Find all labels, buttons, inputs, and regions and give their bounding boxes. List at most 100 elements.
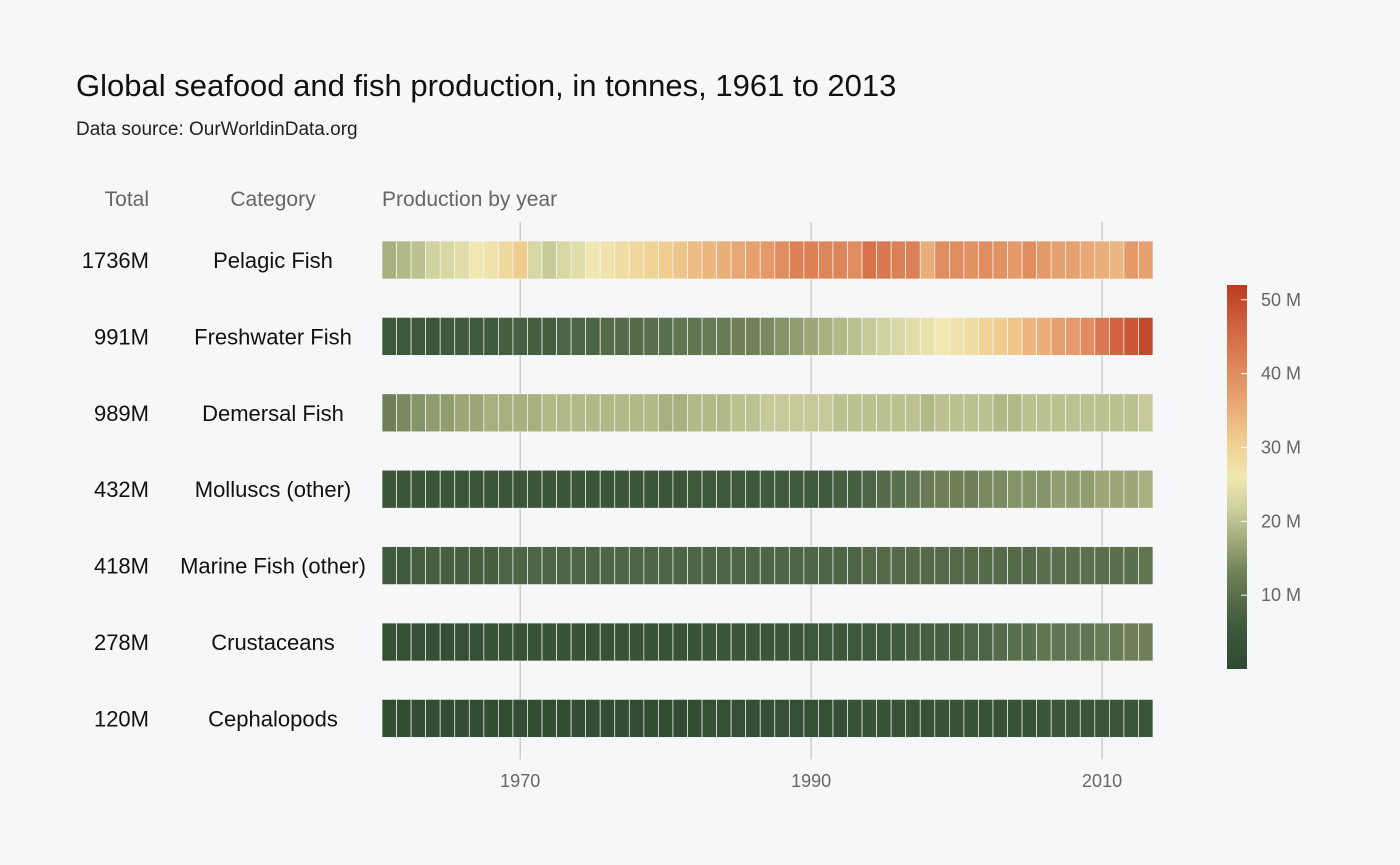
heatmap-cell (643, 469, 659, 509)
heatmap-cell (1094, 393, 1110, 433)
heatmap-cell (832, 546, 848, 585)
heatmap-cell (527, 393, 543, 433)
heatmap-cell (1109, 622, 1125, 662)
heatmap-cell (1050, 699, 1067, 738)
heatmap-cell (614, 546, 630, 585)
heatmap-cell (759, 317, 776, 356)
heatmap-cell (570, 469, 587, 509)
header-category: Category (230, 188, 316, 211)
heatmap-cell (716, 469, 732, 509)
heatmap-cell (919, 699, 936, 738)
heatmap-cell (948, 469, 965, 509)
heatmap-cell (1094, 699, 1110, 738)
heatmap-cell (541, 622, 557, 662)
heatmap-cell (1065, 622, 1081, 662)
heatmap-cell (512, 699, 528, 738)
heatmap-cell (454, 317, 470, 356)
colorbar-tick-label: 30 M (1261, 437, 1301, 457)
heatmap-cell (454, 393, 470, 433)
heatmap-cell (585, 317, 601, 356)
heatmap-cell (527, 622, 543, 662)
heatmap-cell (468, 240, 485, 280)
heatmap-cell (847, 622, 863, 662)
heatmap-cell (396, 546, 412, 585)
heatmap-cell (759, 699, 776, 738)
heatmap-cell (498, 699, 514, 738)
colorbar-tick-label: 10 M (1261, 585, 1301, 605)
heatmap-cell (658, 469, 674, 509)
heatmap-cell (570, 240, 587, 280)
heatmap-cell (628, 393, 645, 433)
heatmap-cell (512, 240, 528, 280)
heatmap-cell (643, 622, 659, 662)
heatmap-cell (527, 699, 543, 738)
row-labels: 1736M Pelagic Fish 991M Freshwater Fish 989M… (82, 248, 366, 731)
heatmap-cell (716, 317, 732, 356)
heatmap-cell (788, 469, 805, 509)
x-axis: 1970 1990 2010 (500, 771, 1122, 791)
heatmap-cell (1123, 393, 1139, 433)
heatmap-cell (890, 699, 907, 738)
heatmap-cell (818, 546, 834, 585)
heatmap-cell (992, 546, 1008, 585)
heatmap-cell (1021, 317, 1037, 356)
heatmap-cell (716, 699, 732, 738)
heatmap-cell (396, 469, 412, 509)
heatmap-cell (1007, 317, 1023, 356)
heatmap-cell (1094, 546, 1110, 585)
heatmap-cell (628, 699, 645, 738)
heatmap-cell (788, 317, 805, 356)
heatmap-cell (716, 240, 732, 280)
heatmap-cell (905, 622, 921, 662)
heatmap-cell (730, 546, 747, 585)
heatmap-cell (614, 240, 630, 280)
heatmap-cell (396, 317, 412, 356)
heatmap-cell (919, 546, 936, 585)
heatmap-cell (439, 469, 456, 509)
heatmap-cell (585, 622, 601, 662)
heatmap-cell (847, 546, 863, 585)
heatmap-cell (396, 699, 412, 738)
heatmap-cell (527, 546, 543, 585)
heatmap-cell (818, 699, 834, 738)
row-category: Demersal Fish (202, 401, 344, 426)
heatmap-cell (585, 699, 601, 738)
heatmap-cell (512, 469, 528, 509)
heatmap-cell (628, 240, 645, 280)
heatmap-cell (948, 393, 965, 433)
heatmap-cell (1123, 546, 1139, 585)
heatmap-cell (599, 317, 616, 356)
heatmap-cell (1094, 240, 1110, 280)
heatmap-cell (498, 546, 514, 585)
heatmap-cell (832, 469, 848, 509)
heatmap-cell (701, 317, 717, 356)
heatmap-cell (876, 699, 892, 738)
heatmap-cell (701, 699, 717, 738)
heatmap-cell (745, 699, 761, 738)
heatmap-cell (745, 546, 761, 585)
heatmap-cell (818, 622, 834, 662)
heatmap-cell (992, 393, 1008, 433)
heatmap-cell (876, 317, 892, 356)
row-category: Pelagic Fish (213, 248, 333, 273)
heatmap-cell (468, 622, 485, 662)
colorbar-tick-label: 50 M (1261, 290, 1301, 310)
heatmap-cell (410, 393, 426, 433)
row-total: 418M (94, 554, 149, 579)
heatmap-cell (978, 469, 994, 509)
heatmap-cell (890, 240, 907, 280)
heatmap-cell (643, 546, 659, 585)
heatmap-cell (934, 469, 950, 509)
heatmap-cell (425, 393, 441, 433)
heatmap-cell (599, 546, 616, 585)
heatmap-cell (730, 469, 747, 509)
heatmap-cell (1138, 469, 1154, 509)
heatmap-cell (818, 393, 834, 433)
x-tick-label: 1990 (791, 771, 831, 791)
heatmap-cell (963, 317, 979, 356)
heatmap-cell (556, 699, 572, 738)
heatmap-cell (832, 699, 848, 738)
heatmap-cell (585, 240, 601, 280)
heatmap-cell (890, 393, 907, 433)
heatmap-cell (978, 317, 994, 356)
